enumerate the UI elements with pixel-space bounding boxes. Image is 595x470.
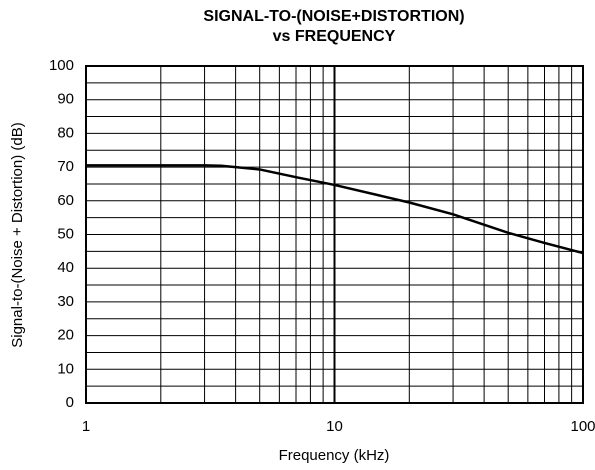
- y-tick-label: 10: [57, 360, 74, 377]
- y-tick-label: 60: [57, 192, 74, 209]
- chart-title: vs FREQUENCY: [273, 28, 396, 45]
- y-tick-label: 100: [49, 57, 74, 74]
- y-tick-label: 20: [57, 327, 74, 344]
- x-tick-label: 10: [326, 418, 343, 435]
- y-tick-label: 80: [57, 124, 74, 141]
- x-tick-label: 1: [82, 418, 90, 435]
- y-tick-label: 40: [57, 259, 74, 276]
- x-axis-label: Frequency (kHz): [279, 447, 390, 464]
- y-tick-label: 50: [57, 225, 74, 242]
- y-tick-label: 70: [57, 158, 74, 175]
- y-tick-label: 90: [57, 91, 74, 108]
- data-line: [86, 164, 584, 255]
- x-tick-label: 100: [570, 418, 595, 435]
- chart-title: SIGNAL-TO-(NOISE+DISTORTION): [203, 8, 464, 25]
- plot-frame: [85, 65, 584, 404]
- y-tick-label: 0: [66, 394, 74, 411]
- y-tick-label: 30: [57, 293, 74, 310]
- y-axis-label: Signal-to-(Noise + Distortion) (dB): [9, 122, 26, 348]
